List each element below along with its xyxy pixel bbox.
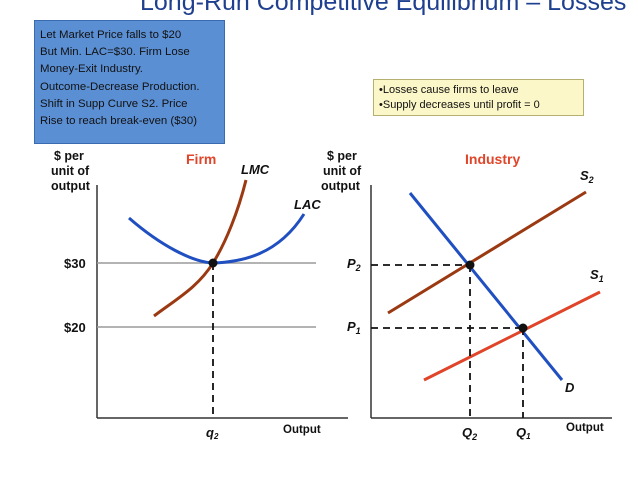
p2-label: P2 [347,256,361,273]
firm-y-axis-label-2: unit of [51,164,90,178]
note-line: Rise to reach break-even ($30) [40,115,198,128]
s1-label: S1 [590,267,604,284]
firm-y-axis-label-3: output [51,179,91,193]
lac-label: LAC [294,197,321,212]
firm-panel: $ per unit of output Firm LMC LAC $30 $2… [51,149,348,441]
price-label-30: $30 [64,256,86,271]
q1-industry-label: Q1 [516,425,531,441]
firm-y-axis-label-1: $ per [54,149,84,163]
demand-label: D [565,380,575,395]
industry-x-axis-label: Output [566,422,604,434]
industry-equilibrium-2 [465,260,475,270]
note-line: But Min. LAC=$30. Firm Lose [40,46,190,59]
industry-title: Industry [465,151,520,167]
firm-title: Firm [186,151,216,167]
bullet-item: •Losses cause firms to leave [379,84,519,96]
s2-label: S2 [580,168,594,185]
industry-y-axis-label-1: $ per [327,149,357,163]
note-line: Outcome-Decrease Production. [40,80,200,93]
p1-label: P1 [347,319,361,336]
explanation-note: Let Market Price falls to $20 But Min. L… [34,20,225,144]
industry-panel: $ per unit of output Industry S2 S1 D P2… [321,149,612,442]
q2-industry-label: Q2 [462,425,477,442]
note-line: Shift in Supp Curve S2. Price [40,97,188,110]
note-line: Money-Exit Industry. [40,63,143,76]
bullet-item: •Supply decreases until profit = 0 [379,99,540,111]
bullet-box: •Losses cause firms to leave •Supply dec… [373,79,584,116]
firm-x-axis-label: Output [283,424,321,436]
industry-y-axis-label-2: unit of [323,164,362,178]
industry-equilibrium-1 [518,323,528,333]
price-label-20: $20 [64,320,86,335]
industry-y-axis-label-3: output [321,179,361,193]
slide-title: Long-Run Competitive Equilibrium – Losse… [140,0,627,16]
firm-equilibrium-point [208,258,218,268]
supply-s1-curve [423,290,601,382]
q2-label: q2 [206,425,219,441]
supply-s2-curve [387,190,587,315]
lmc-label: LMC [241,162,270,177]
demand-curve [408,192,564,381]
note-line: Let Market Price falls to $20 [40,29,182,41]
